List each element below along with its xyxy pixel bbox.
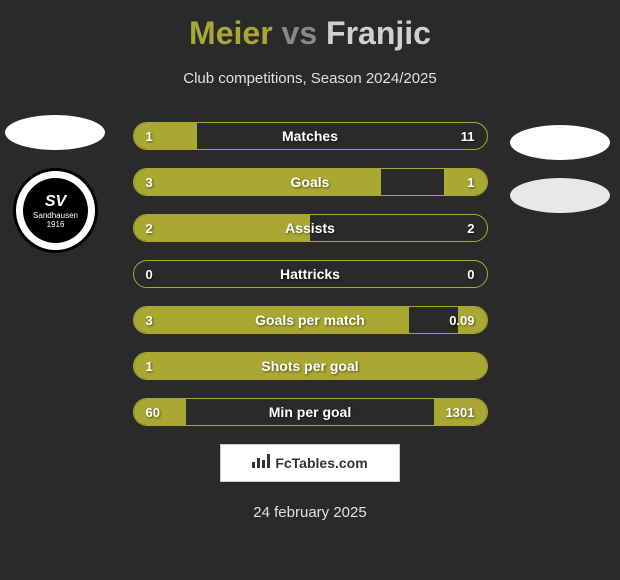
stat-label: Hattricks <box>280 266 340 282</box>
vs-separator: vs <box>282 15 318 51</box>
left-player-badges: SV Sandhausen 1916 <box>5 115 105 253</box>
stat-row: 3 Goals per match 0.09 <box>133 306 488 334</box>
stat-row: 3 Goals 1 <box>133 168 488 196</box>
stat-value-left: 0 <box>146 267 153 282</box>
date-label: 24 february 2025 <box>0 504 620 521</box>
stat-label: Min per goal <box>269 404 351 420</box>
stat-row: 2 Assists 2 <box>133 214 488 242</box>
branding-text: FcTables.com <box>275 455 367 471</box>
comparison-title: Meier vs Franjic <box>0 0 620 52</box>
stat-label: Goals per match <box>255 312 365 328</box>
stat-value-right: 11 <box>461 129 475 144</box>
stat-label: Goals <box>291 174 330 190</box>
stats-container: 1 Matches 11 3 Goals 1 2 Assists 2 0 Hattricks 0 3 Go… <box>133 122 488 426</box>
subtitle: Club competitions, Season 2024/2025 <box>0 70 620 87</box>
stat-fill-left <box>134 123 198 149</box>
stat-value-left: 1 <box>146 359 153 374</box>
stat-fill-left <box>134 169 381 195</box>
stat-value-right: 0.09 <box>449 313 474 328</box>
stat-fill-left <box>134 215 311 241</box>
sandhausen-sv-text: SV <box>45 193 66 211</box>
chart-icon <box>252 454 270 473</box>
sandhausen-year: 1916 <box>47 220 65 229</box>
stat-row: 60 Min per goal 1301 <box>133 398 488 426</box>
stat-value-left: 3 <box>146 313 153 328</box>
stat-fill-right <box>444 169 486 195</box>
sandhausen-badge: SV Sandhausen 1916 <box>13 168 98 253</box>
player-left-name: Meier <box>189 15 273 51</box>
stat-row: 0 Hattricks 0 <box>133 260 488 288</box>
stat-label: Matches <box>282 128 338 144</box>
stat-value-left: 2 <box>146 221 153 236</box>
stat-value-right: 1 <box>467 175 474 190</box>
stat-label: Shots per goal <box>261 358 358 374</box>
right-player-badges <box>510 125 610 231</box>
stat-value-right: 2 <box>467 221 474 236</box>
left-team-badge-1 <box>5 115 105 150</box>
sandhausen-name: Sandhausen <box>33 211 78 220</box>
right-team-badge-2 <box>510 178 610 213</box>
right-team-badge-1 <box>510 125 610 160</box>
stat-value-left: 3 <box>146 175 153 190</box>
stat-row: 1 Matches 11 <box>133 122 488 150</box>
player-right-name: Franjic <box>326 15 431 51</box>
stat-label: Assists <box>285 220 335 236</box>
stat-value-right: 1301 <box>446 405 475 420</box>
branding-box: FcTables.com <box>220 444 400 482</box>
stat-value-left: 60 <box>146 405 160 420</box>
stat-value-right: 0 <box>467 267 474 282</box>
stat-row: 1 Shots per goal <box>133 352 488 380</box>
stat-value-left: 1 <box>146 129 153 144</box>
sandhausen-badge-inner: SV Sandhausen 1916 <box>23 178 88 243</box>
